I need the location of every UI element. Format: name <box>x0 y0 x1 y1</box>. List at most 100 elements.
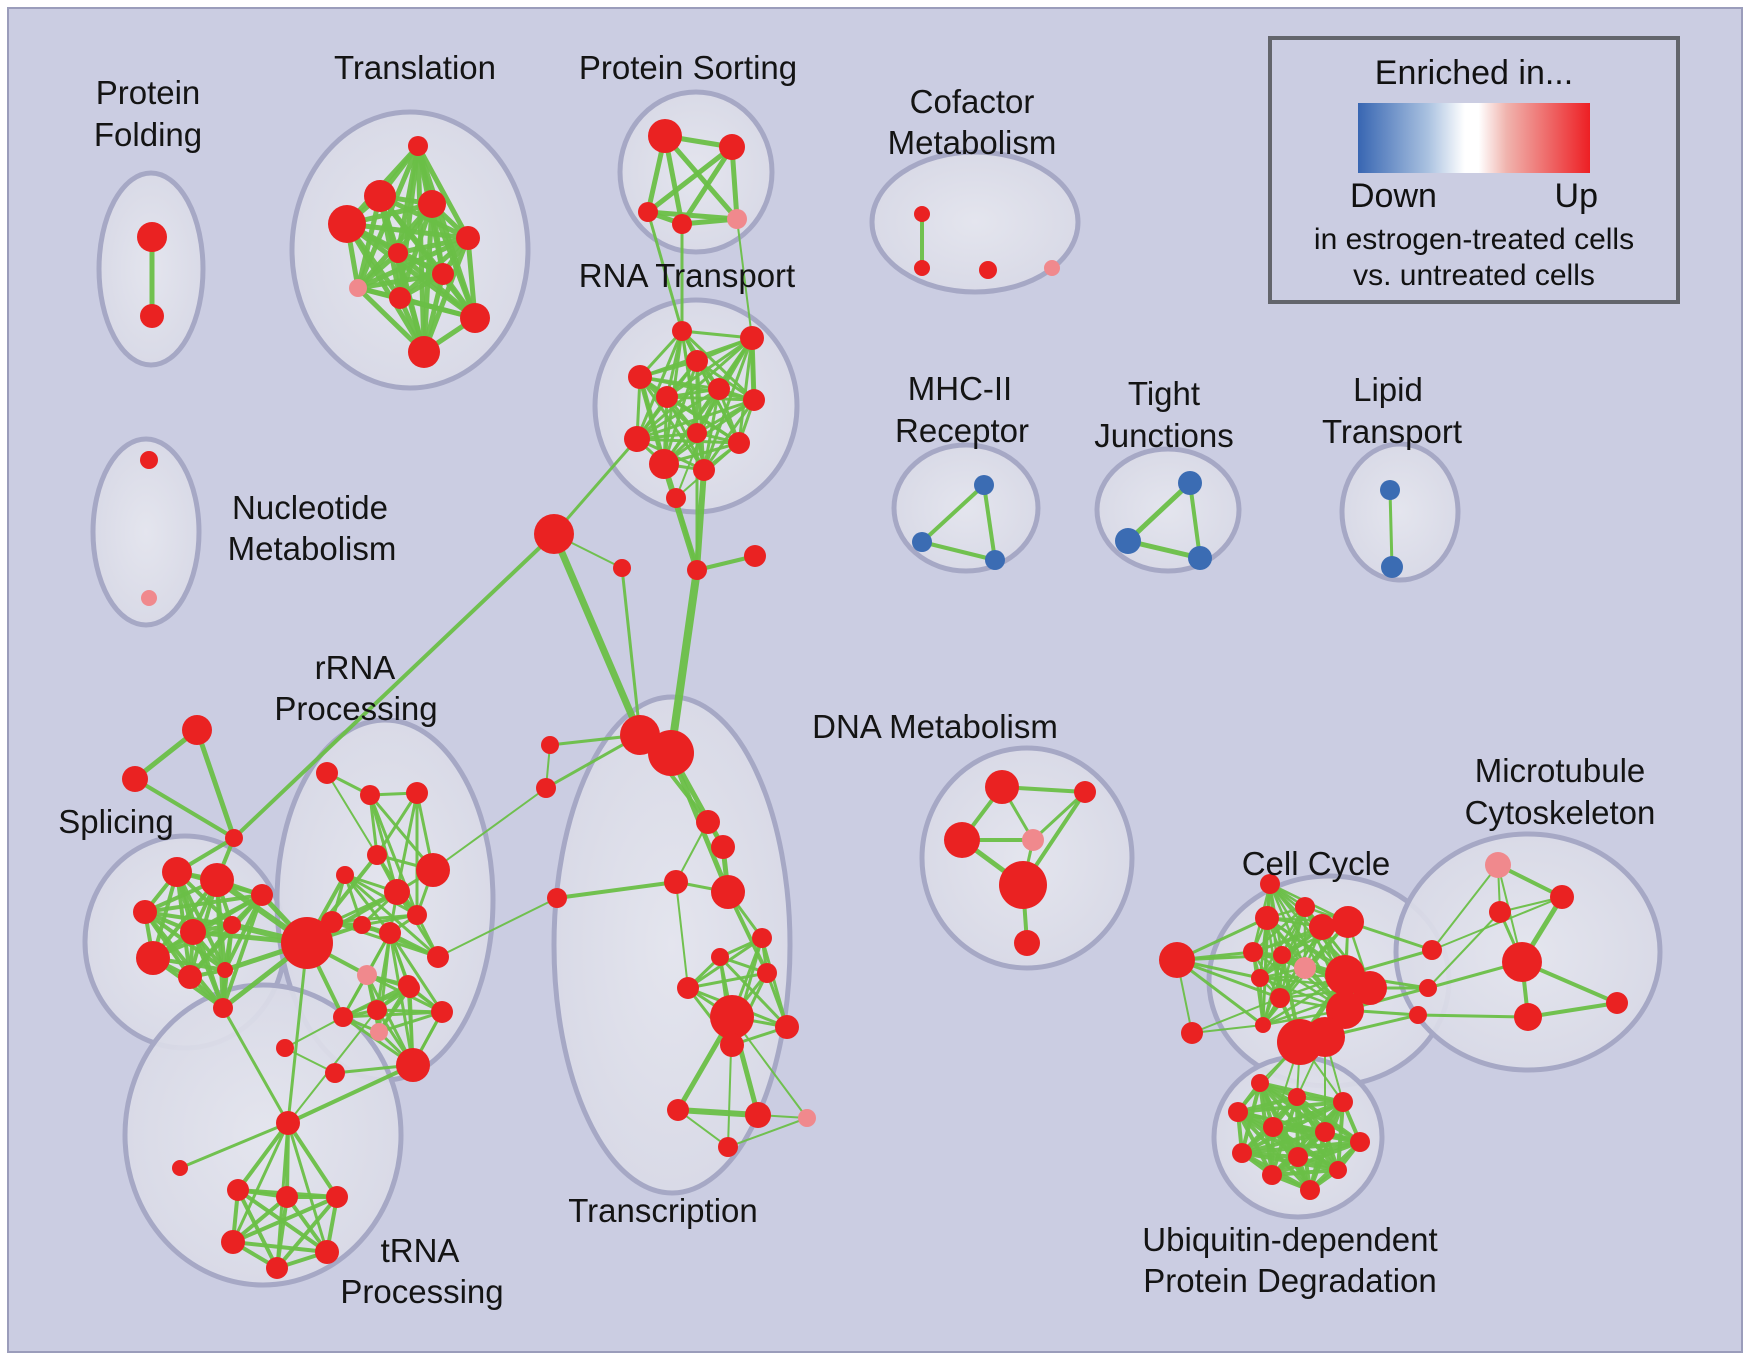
node-d1 <box>985 770 1019 804</box>
cluster-label-lipid-transport-line1: Lipid <box>1353 371 1423 408</box>
edge-t4-t5 <box>344 221 471 241</box>
node-c11 <box>1270 988 1290 1008</box>
legend-title: Enriched in... <box>1374 54 1574 92</box>
legend-up-label: Up <box>1554 177 1598 215</box>
node-c15 <box>1305 1017 1345 1057</box>
edge-r5-r11 <box>343 873 419 917</box>
node-m4 <box>1514 1003 1542 1031</box>
node-c1 <box>1255 906 1279 930</box>
cluster-label-transcription-line1: Transcription <box>568 1192 758 1229</box>
edge-th-ta4 <box>231 1121 290 1244</box>
node-ti <box>172 1160 188 1176</box>
edge-r3-r4 <box>375 791 419 857</box>
edge-s6-s8 <box>188 893 264 979</box>
edge-th-ta3 <box>286 1121 339 1199</box>
node-ps4 <box>672 214 692 234</box>
node-mL1 <box>541 736 559 754</box>
cluster-label-protein-sorting-line1: Protein Sorting <box>579 49 797 86</box>
node-d3 <box>1074 781 1096 803</box>
edge-t6-t10 <box>395 250 478 321</box>
node-d4 <box>1022 829 1044 851</box>
node-rt10 <box>728 432 750 454</box>
edge-mD-hubA <box>620 566 642 737</box>
node-c12 <box>1326 991 1364 1029</box>
node-u1 <box>1251 1074 1269 1092</box>
node-s6 <box>251 884 273 906</box>
node-mh3 <box>985 550 1005 570</box>
node-cf3 <box>979 261 997 279</box>
cluster-ellipse-lipid-transport <box>1339 441 1461 583</box>
legend: Enriched in... Down Up in estrogen-treat… <box>1268 36 1680 304</box>
node-t11 <box>408 336 440 368</box>
node-x2 <box>711 948 729 966</box>
node-rt5 <box>708 378 730 400</box>
node-c6 <box>1273 946 1291 964</box>
edge-t1-t5 <box>415 143 471 241</box>
node-r18 <box>333 1007 353 1027</box>
edge-rt1-rt9 <box>635 329 684 441</box>
node-m2 <box>1489 901 1511 923</box>
cluster-label-rna-transport-line1: RNA Transport <box>579 257 795 294</box>
cluster-label-splicing-line1: Splicing <box>58 803 174 840</box>
cluster-label-ubiquitin-degradation-line1: Ubiquitin-dependent <box>1142 1221 1437 1258</box>
node-ps5 <box>727 209 747 229</box>
node-b4 <box>718 1137 738 1157</box>
edge-r19-r18 <box>284 1016 344 1049</box>
edge-hub-th <box>286 941 309 1125</box>
edge-r10-r16 <box>388 931 444 1014</box>
node-hubB <box>648 730 694 776</box>
node-s8 <box>178 965 202 989</box>
edge-rt7-rt9 <box>635 398 756 441</box>
node-t6 <box>388 243 408 263</box>
node-ta5 <box>315 1240 339 1264</box>
node-pf1 <box>137 222 167 252</box>
node-ps2 <box>719 134 745 160</box>
node-u8 <box>1232 1143 1252 1163</box>
node-d6 <box>1014 930 1040 956</box>
cluster-label-cofactor-metabolism-line2: Metabolism <box>888 124 1057 161</box>
node-pf2 <box>140 304 164 328</box>
node-ta2 <box>276 1186 298 1208</box>
edge-c3-c10 <box>1258 925 1324 980</box>
node-g2 <box>122 766 148 792</box>
edge-c2-c13 <box>1261 905 1307 1027</box>
node-u3 <box>1333 1092 1353 1112</box>
node-s2 <box>200 863 234 897</box>
node-t9 <box>389 287 411 309</box>
edge-s3-s6 <box>143 893 264 914</box>
edge-co2-c13 <box>1191 1024 1264 1034</box>
node-r2 <box>360 785 380 805</box>
edge-ps3-rt1 <box>646 210 684 333</box>
edge-r15-tL <box>437 897 558 958</box>
edge-ta3-ta6 <box>275 1195 339 1270</box>
node-r16 <box>431 1001 453 1023</box>
node-th <box>276 1111 300 1135</box>
edge-tj1-tj3 <box>1188 481 1202 560</box>
edge-mA-mB <box>674 496 699 572</box>
cluster-label-protein-folding-line2: Folding <box>94 116 202 153</box>
node-tj3 <box>1188 546 1212 570</box>
node-m5 <box>1606 992 1628 1014</box>
edge-t7-t8 <box>355 271 446 291</box>
node-c10 <box>1251 969 1269 987</box>
edge-rt2-rt10 <box>737 336 754 445</box>
node-r5 <box>336 866 354 884</box>
node-k1 <box>1422 940 1442 960</box>
node-s7 <box>136 941 170 975</box>
edge-k1-mp <box>1431 864 1499 951</box>
edge-mBig-hubA <box>550 530 644 739</box>
node-rt12 <box>693 459 715 481</box>
node-u4 <box>1228 1102 1248 1122</box>
node-r8 <box>321 911 343 933</box>
cluster-label-translation-line1: Translation <box>334 49 496 86</box>
edge-r1-r4 <box>326 772 378 856</box>
edge-co2-c11 <box>1191 997 1281 1034</box>
node-r3 <box>406 782 428 804</box>
node-mB <box>687 560 707 580</box>
node-s3 <box>133 900 157 924</box>
node-a2 <box>711 835 735 859</box>
edge-c2-c5 <box>1251 905 1307 954</box>
node-c0 <box>1260 874 1280 894</box>
edge-mL2-r7 <box>432 787 547 871</box>
legend-down-label: Down <box>1350 177 1437 215</box>
